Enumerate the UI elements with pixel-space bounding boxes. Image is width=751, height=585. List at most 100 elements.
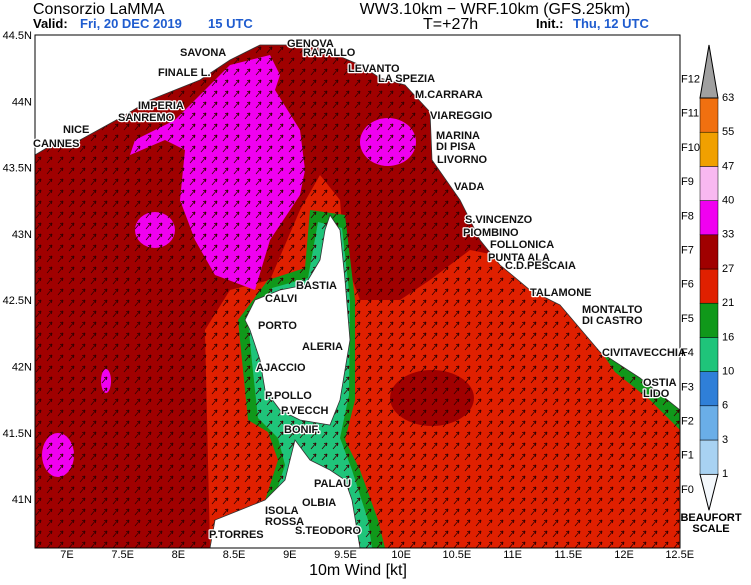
colorbar-title: BEAUFORT	[680, 512, 741, 524]
place-label: P.TORRES	[209, 529, 264, 541]
place-label: S.VINCENZO	[465, 214, 533, 226]
place-label: LIDO	[643, 388, 670, 400]
place-label: CIVITAVECCHIA	[602, 347, 686, 359]
x-tick-label: 7.5E	[111, 549, 134, 561]
land-mainland	[35, 35, 680, 411]
place-label: DI CASTRO	[582, 315, 643, 327]
y-tick-label: 41N	[12, 494, 32, 506]
place-label: C.D.PESCAIA	[505, 260, 576, 272]
colorbar-segment	[699, 371, 719, 407]
beaufort-label: F0	[681, 484, 694, 496]
beaufort-label: F4	[681, 347, 694, 359]
valid-time: 15 UTC	[208, 16, 253, 31]
colorbar-value: 16	[722, 331, 734, 343]
place-label: P.VECCH	[281, 405, 329, 417]
place-label: PIOMBINO	[463, 227, 519, 239]
place-label: LIVORNO	[437, 154, 488, 166]
colorbar-segment	[699, 337, 719, 372]
y-tick-label: 42.5N	[3, 295, 32, 307]
axes-labels: 7E 7.5E 8E 8.5E 9E 9.5E 10E 10.5E 11E 11.5E 12E 12.…	[3, 30, 694, 561]
place-label: VADA	[454, 181, 484, 193]
map	[35, 35, 680, 548]
place-label: VIAREGGIO	[430, 110, 493, 122]
x-title: 10m Wind [kt]	[309, 562, 407, 579]
x-tick-label: 7E	[60, 549, 73, 561]
place-label: PALAU	[314, 478, 351, 490]
place-label: LA SPEZIA	[378, 73, 435, 85]
beaufort-label: F3	[681, 381, 694, 393]
y-tick-label: 43N	[12, 229, 32, 241]
colorbar-triangle	[699, 473, 719, 511]
colorbar-value: 27	[722, 263, 734, 275]
x-tick-label: 9.5E	[334, 549, 357, 561]
place-label: PUNTA ALA	[488, 252, 550, 264]
y-tick-label: 44N	[12, 96, 32, 108]
place-label: GENOVA	[287, 38, 334, 50]
colorbar-segment	[699, 302, 719, 338]
colorbar-title: SCALE	[692, 523, 729, 535]
beaufort-label: F10	[681, 142, 700, 154]
place-label: MONTALTO	[582, 304, 643, 316]
colorbar-value: 63	[722, 92, 734, 104]
colorbar-segment	[699, 97, 719, 133]
colorbar-value: 21	[722, 297, 734, 309]
place-label: M.CARRARA	[415, 89, 483, 101]
y-tick-label: 41.5N	[3, 428, 32, 440]
time-step: T=+27h	[423, 16, 478, 33]
beaufort-label: F5	[681, 313, 694, 325]
place-label: FINALE L.	[158, 67, 211, 79]
place-label: SAVONA	[180, 47, 226, 59]
y-tick-label: 44.5N	[3, 30, 32, 42]
land-sardinia	[209, 439, 361, 548]
beaufort-label: F11	[681, 108, 699, 120]
place-label: SANREMO	[118, 112, 175, 124]
y-tick-label: 43.5N	[3, 163, 32, 175]
colorbar-segment	[699, 166, 719, 201]
y-tick-label: 42N	[12, 362, 32, 374]
init-value: Thu, 12 UTC	[573, 16, 649, 31]
colorbar-value: 33	[722, 229, 734, 241]
beaufort-label: F1	[681, 450, 694, 462]
x-tick-label: 10.5E	[443, 549, 472, 561]
colorbar-value: 10	[722, 366, 734, 378]
colorbar-value: 47	[722, 160, 734, 172]
place-label: DI PISA	[436, 141, 476, 153]
place-label: CANNES	[33, 138, 79, 150]
model-name: WW3.10km − WRF.10km (GFS.25km)	[360, 1, 631, 18]
header-title: Consorzio LaMMA	[33, 1, 165, 18]
colorbar-segment	[699, 405, 719, 441]
place-label: BASTIA	[296, 280, 337, 292]
x-tick-label: 12.5E	[665, 549, 694, 561]
place-label: IMPERIA	[138, 100, 184, 112]
colorbar-value: 1	[722, 468, 728, 480]
place-label: PORTO	[258, 320, 297, 332]
place-label: FOLLONICA	[490, 239, 554, 251]
beaufort-label: F6	[681, 279, 694, 291]
beaufort-label: F2	[681, 416, 694, 428]
colorbar-value: 3	[722, 434, 728, 446]
x-tick-label: 10E	[391, 549, 411, 561]
land-corsica	[244, 214, 351, 426]
colorbar-segment	[699, 234, 719, 270]
place-label: ALERIA	[302, 341, 343, 353]
beaufort-label: F8	[681, 210, 694, 222]
place-label: AJACCIO	[256, 362, 306, 374]
place-label: S.TEODORO	[295, 525, 361, 537]
place-label: BONIF.	[284, 424, 320, 436]
x-tick-label: 11.5E	[554, 549, 582, 561]
map-frame	[34, 34, 681, 549]
place-label: ISOLA	[265, 505, 299, 517]
x-tick-label: 12E	[614, 549, 634, 561]
place-label: ROSSA	[265, 516, 304, 528]
init-label: Init.:	[536, 16, 563, 31]
colorbar-triangle	[699, 44, 719, 99]
x-tick-label: 8.5E	[223, 549, 246, 561]
place-label: CALVI	[265, 293, 297, 305]
colorbar-segment	[699, 439, 719, 475]
valid-label: Valid:	[33, 16, 68, 31]
valid-date: Fri, 20 DEC 2019	[80, 16, 182, 31]
place-label: P.POLLO	[265, 390, 312, 402]
x-tick-label: 8E	[172, 549, 185, 561]
x-tick-label: 9E	[283, 549, 296, 561]
